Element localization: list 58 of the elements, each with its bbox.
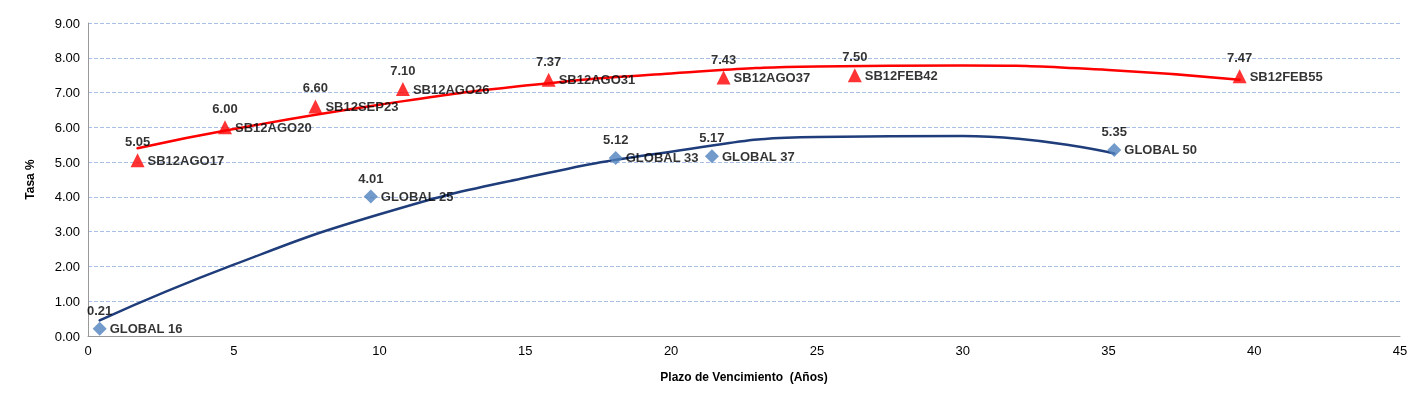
data-label: 4.01: [358, 170, 384, 186]
data-label: 7.10: [390, 63, 416, 79]
point: [608, 150, 623, 165]
data-label: 5.05: [124, 134, 151, 150]
point: [308, 99, 323, 114]
y-tick-label: 8.00: [54, 50, 80, 66]
point: [218, 120, 233, 135]
y-axis-title: Tasa %: [23, 158, 37, 200]
x-tick-label: 10: [372, 343, 387, 358]
point: [92, 321, 107, 336]
y-tick-label: 0.00: [54, 328, 80, 344]
point: [130, 153, 145, 168]
y-tick-label: 2.00: [54, 258, 80, 274]
annotation: SB12FEB55: [1249, 68, 1323, 84]
x-axis-title: Plazo de Vencimiento (Años): [660, 370, 828, 384]
y-tick-label: 7.00: [54, 85, 80, 101]
x-tick-label: 20: [663, 343, 679, 358]
y-tick-label: 6.00: [54, 119, 80, 135]
point: [1232, 69, 1247, 84]
x-tick-label: 45: [1392, 343, 1408, 358]
x-tick-label: 40: [1246, 343, 1262, 358]
data-label: 5.35: [1101, 123, 1127, 139]
x-tick-label: 0: [84, 343, 92, 358]
annotation: GLOBAL 50: [1124, 142, 1197, 158]
point: [716, 70, 731, 85]
data-label: 0.21: [87, 302, 113, 318]
y-tick-label: 3.00: [54, 224, 80, 240]
y-tick-label: 9.00: [54, 15, 80, 31]
x-tick-label: 25: [809, 343, 825, 358]
data-label: 5.17: [699, 130, 725, 146]
data-label: 5.12: [603, 131, 629, 147]
point: [1107, 142, 1122, 157]
annotation: GLOBAL 33: [625, 150, 699, 166]
annotation: SB12AGO26: [412, 81, 490, 97]
point: [363, 189, 378, 204]
point: [395, 82, 410, 97]
data-label: 7.43: [710, 51, 737, 67]
data-label: 7.50: [842, 49, 868, 65]
annotation: GLOBAL 16: [109, 321, 183, 337]
annotation: SB12AGO17: [147, 152, 225, 168]
x-tick-label: 35: [1101, 343, 1116, 358]
x-tick-label: 5: [230, 343, 238, 358]
y-tick-label: 4.00: [54, 189, 80, 205]
data-label: 7.47: [1226, 50, 1253, 66]
point: [704, 149, 719, 164]
data-label: 6.00: [212, 101, 238, 117]
x-tick-label: 15: [518, 343, 533, 358]
y-tick-label: 1.00: [54, 293, 80, 309]
y-tick-label: 5.00: [54, 154, 80, 170]
x-tick-label: 30: [955, 343, 970, 358]
point: [847, 68, 862, 83]
annotation: SB12AGO20: [235, 119, 312, 135]
annotation: GLOBAL 37: [721, 148, 795, 164]
annotation: SB12AGO37: [733, 70, 811, 86]
data-label: 7.37: [536, 53, 562, 69]
annotation: SB12FEB42: [864, 67, 938, 83]
point: [541, 72, 556, 87]
data-label: 6.60: [302, 80, 329, 96]
